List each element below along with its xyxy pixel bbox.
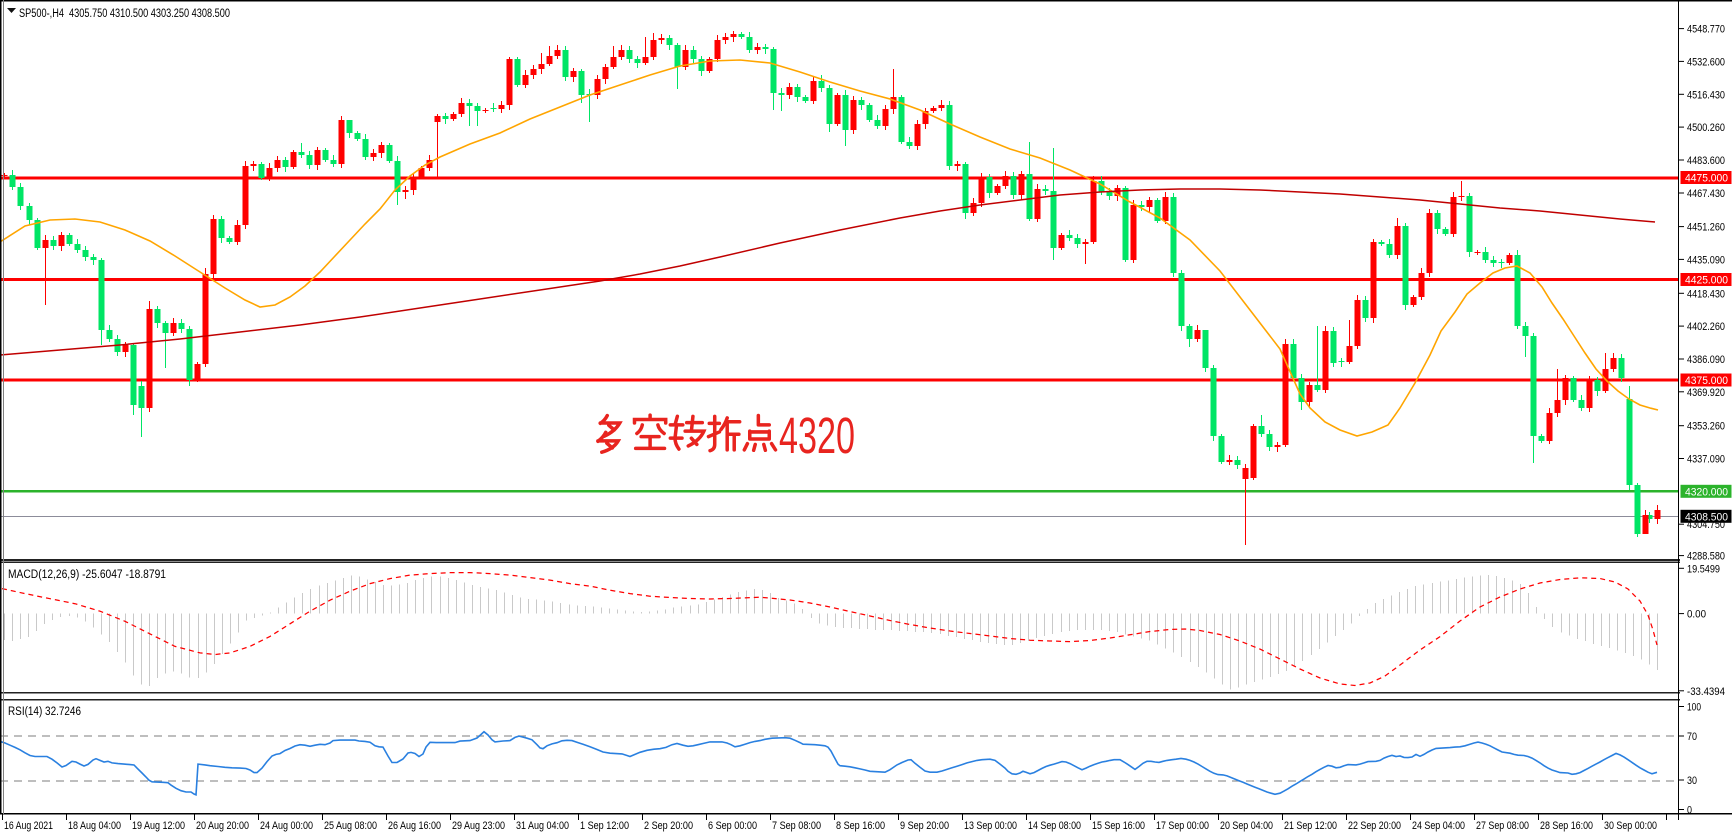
svg-text:21 Sep 12:00: 21 Sep 12:00 — [1284, 820, 1337, 832]
svg-text:16 Aug 2021: 16 Aug 2021 — [4, 820, 53, 832]
svg-text:26 Aug 16:00: 26 Aug 16:00 — [388, 820, 441, 832]
svg-text:25 Aug 08:00: 25 Aug 08:00 — [324, 820, 377, 832]
svg-text:18 Aug 04:00: 18 Aug 04:00 — [68, 820, 121, 832]
svg-text:24 Sep 04:00: 24 Sep 04:00 — [1412, 820, 1465, 832]
svg-text:RSI(14) 32.7246: RSI(14) 32.7246 — [8, 706, 81, 718]
svg-text:13 Sep 00:00: 13 Sep 00:00 — [964, 820, 1017, 832]
svg-text:4418.430: 4418.430 — [1687, 288, 1725, 300]
svg-text:22 Sep 20:00: 22 Sep 20:00 — [1348, 820, 1401, 832]
svg-text:4500.260: 4500.260 — [1687, 122, 1725, 134]
svg-text:4369.920: 4369.920 — [1687, 387, 1725, 399]
svg-text:17 Sep 00:00: 17 Sep 00:00 — [1156, 820, 1209, 832]
svg-text:30 Sep 00:00: 30 Sep 00:00 — [1604, 820, 1657, 832]
svg-text:4288.580: 4288.580 — [1687, 551, 1725, 563]
svg-text:4402.260: 4402.260 — [1687, 321, 1725, 333]
svg-text:4337.090: 4337.090 — [1687, 454, 1725, 466]
svg-text:4516.430: 4516.430 — [1687, 89, 1725, 101]
svg-text:0.00: 0.00 — [1687, 609, 1706, 621]
svg-text:8 Sep 16:00: 8 Sep 16:00 — [836, 820, 885, 832]
svg-text:-33.4394: -33.4394 — [1687, 686, 1725, 698]
svg-text:31 Aug 04:00: 31 Aug 04:00 — [516, 820, 569, 832]
svg-text:70: 70 — [1687, 731, 1697, 743]
svg-text:100: 100 — [1687, 702, 1701, 714]
svg-text:4386.090: 4386.090 — [1687, 354, 1725, 366]
svg-text:4483.600: 4483.600 — [1687, 155, 1725, 167]
svg-text:15 Sep 16:00: 15 Sep 16:00 — [1092, 820, 1145, 832]
svg-text:4532.600: 4532.600 — [1687, 56, 1725, 68]
svg-text:24 Aug 00:00: 24 Aug 00:00 — [260, 820, 313, 832]
svg-text:30: 30 — [1687, 775, 1697, 787]
svg-text:4548.770: 4548.770 — [1687, 24, 1725, 36]
svg-text:4320.000: 4320.000 — [1685, 486, 1728, 498]
svg-text:6 Sep 00:00: 6 Sep 00:00 — [708, 820, 757, 832]
svg-text:4425.000: 4425.000 — [1685, 275, 1728, 287]
svg-text:19 Aug 12:00: 19 Aug 12:00 — [132, 820, 185, 832]
svg-text:4353.260: 4353.260 — [1687, 421, 1725, 433]
svg-text:7 Sep 08:00: 7 Sep 08:00 — [772, 820, 821, 832]
svg-text:20 Aug 20:00: 20 Aug 20:00 — [196, 820, 249, 832]
svg-text:4451.260: 4451.260 — [1687, 222, 1725, 234]
svg-text:4375.000: 4375.000 — [1685, 375, 1728, 387]
svg-text:4320: 4320 — [779, 407, 855, 464]
svg-text:20 Sep 04:00: 20 Sep 04:00 — [1220, 820, 1273, 832]
svg-text:4308.500: 4308.500 — [1685, 511, 1728, 523]
svg-text:9 Sep 20:00: 9 Sep 20:00 — [900, 820, 949, 832]
svg-text:27 Sep 08:00: 27 Sep 08:00 — [1476, 820, 1529, 832]
svg-text:4475.000: 4475.000 — [1685, 173, 1728, 185]
svg-text:14 Sep 08:00: 14 Sep 08:00 — [1028, 820, 1081, 832]
svg-text:SP500-,H4 4305.750 4310.500 4: SP500-,H4 4305.750 4310.500 4303.250 430… — [19, 6, 230, 20]
svg-text:28 Sep 16:00: 28 Sep 16:00 — [1540, 820, 1593, 832]
svg-text:MACD(12,26,9) -25.6047 -18.879: MACD(12,26,9) -25.6047 -18.8791 — [8, 569, 166, 581]
svg-text:4435.090: 4435.090 — [1687, 254, 1725, 266]
svg-text:0: 0 — [1687, 805, 1692, 817]
svg-text:4467.430: 4467.430 — [1687, 188, 1725, 200]
svg-text:19.5499: 19.5499 — [1687, 563, 1720, 575]
svg-text:29 Aug 23:00: 29 Aug 23:00 — [452, 820, 505, 832]
svg-text:1 Sep 12:00: 1 Sep 12:00 — [580, 820, 629, 832]
svg-text:2 Sep 20:00: 2 Sep 20:00 — [644, 820, 693, 832]
